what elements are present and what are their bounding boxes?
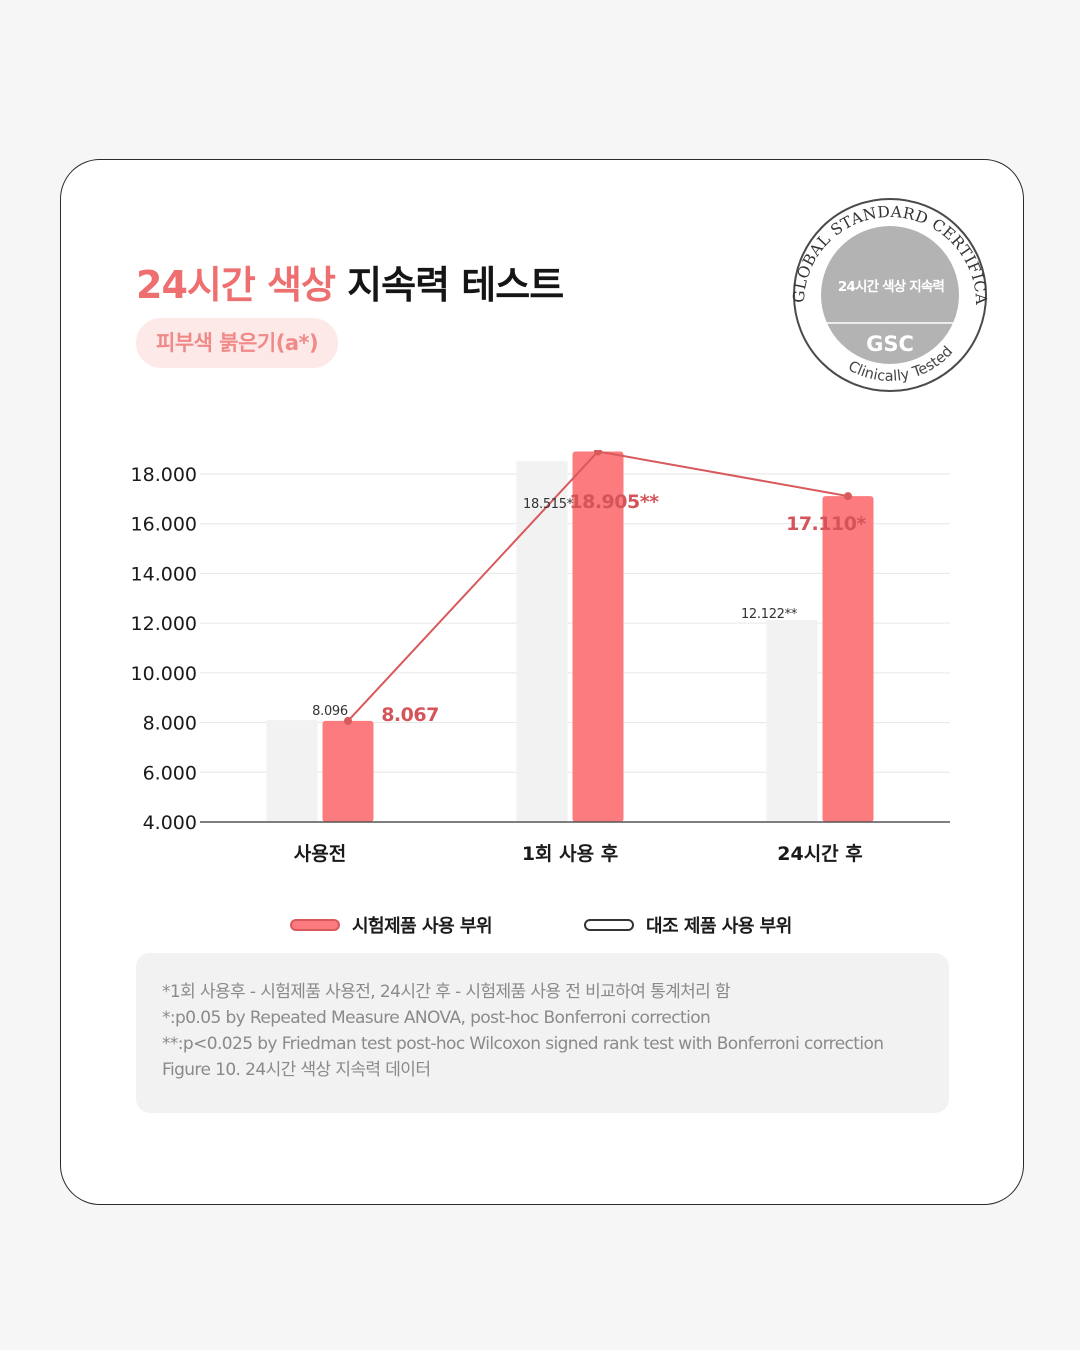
line-point: [844, 492, 852, 501]
y-tick-label: 6.000: [143, 762, 197, 784]
data-label-control: 8.096: [312, 704, 348, 719]
y-tick-label: 14.000: [131, 563, 197, 585]
page-title: 24시간 색상 지속력 테스트: [136, 254, 564, 309]
line-point: [594, 450, 602, 456]
x-category-label: 사용전: [294, 843, 346, 865]
footnote-line: **:p<0.025 by Friedman test post-hoc Wil…: [162, 1034, 884, 1054]
legend-swatch-test: [290, 919, 340, 931]
y-tick-label: 10.000: [131, 663, 197, 685]
bar-control: [266, 720, 318, 822]
seal-center-text: 24시간 색상 지속력: [838, 278, 944, 295]
footnote-line: *1회 사용후 - 시험제품 사용전, 24시간 후 - 시험제품 사용 전 비…: [162, 982, 731, 1002]
legend-label-control: 대조 제품 사용 부위: [646, 916, 792, 937]
legend-swatch-control: [584, 919, 634, 931]
y-tick-label: 8.000: [143, 713, 197, 735]
seal-code: GSC: [866, 332, 914, 356]
legend-item-test: 시험제품 사용 부위: [290, 912, 493, 938]
bar-test: [572, 451, 624, 822]
legend-label-test: 시험제품 사용 부위: [352, 916, 493, 937]
title-rest: 지속력 테스트: [334, 263, 564, 307]
y-tick-label: 4.000: [143, 812, 197, 834]
bar-test: [822, 496, 874, 822]
data-label-test: 17.110*: [786, 513, 866, 535]
x-category-label: 24시간 후: [777, 843, 863, 865]
bar-control: [766, 620, 818, 822]
subtitle-pill: 피부색 붉은기(a*): [136, 318, 339, 368]
y-tick-label: 16.000: [131, 514, 197, 536]
footnotes-box: *1회 사용후 - 시험제품 사용전, 24시간 후 - 시험제품 사용 전 비…: [136, 953, 949, 1113]
legend-item-control: 대조 제품 사용 부위: [584, 912, 792, 938]
data-label-control: 12.122**: [741, 607, 798, 622]
data-label-control: 18.515*: [523, 497, 574, 512]
x-category-label: 1회 사용 후: [522, 843, 618, 865]
bar-test: [322, 720, 374, 822]
data-label-test: 8.067: [381, 704, 439, 726]
footnote-line: Figure 10. 24시간 색상 지속력 데이터: [162, 1060, 431, 1080]
y-tick-label: 18.000: [131, 464, 197, 486]
certification-seal: GLOBAL STANDARD CERTIFICATION Clinically…: [790, 195, 990, 392]
data-label-test: 18.905**: [569, 491, 659, 513]
line-point: [344, 716, 352, 725]
bar-control: [516, 461, 568, 822]
title-highlight: 24시간 색상: [136, 263, 336, 307]
bar-line-chart: 4.000 6.000 8.000 10.000 12.000 14.000 16.000 1…: [131, 450, 950, 865]
y-tick-label: 12.000: [131, 613, 197, 635]
footnote-line: *:p0.05 by Repeated Measure ANOVA, post-…: [162, 1008, 711, 1028]
